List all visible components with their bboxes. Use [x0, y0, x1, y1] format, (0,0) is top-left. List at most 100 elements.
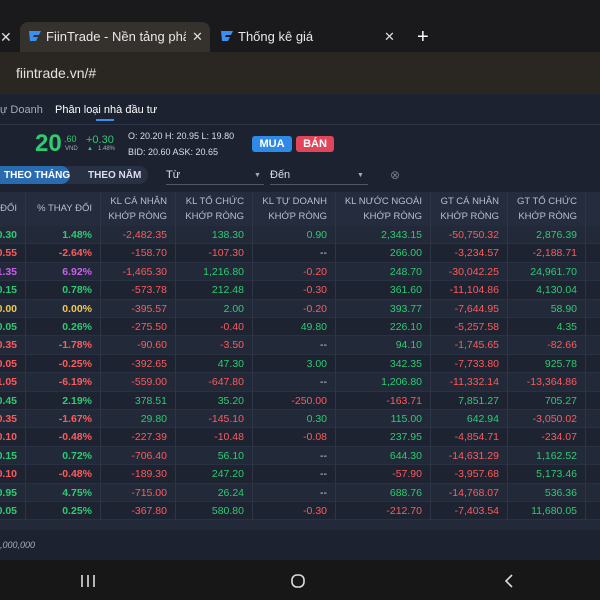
table-cell: 212.48	[175, 281, 252, 299]
table-cell: 2,876.39	[507, 226, 585, 244]
period-tab[interactable]: THEO THÁNG	[4, 170, 70, 181]
table-cell: 644.30	[335, 447, 430, 465]
table-cell: 47.30	[175, 355, 252, 373]
table-cell: 2,343.15	[335, 226, 430, 244]
table-cell: 6.92%	[25, 263, 100, 281]
column-header: % THAY ĐỔI	[25, 201, 100, 216]
column-header: GT TỔ CHỨC	[507, 194, 585, 209]
table-cell: 536.36	[507, 484, 585, 502]
dropdown-caret[interactable]: ▼	[357, 172, 364, 179]
table-cell: 925.78	[507, 355, 585, 373]
nav-item[interactable]: Phân loại nhà đầu tư	[55, 104, 157, 116]
table-cell: 0.55	[0, 244, 25, 262]
table-cell: 0.05	[0, 502, 25, 520]
table-cell: -7,403.54	[430, 502, 507, 520]
column-header: KHỚP RÒNG	[430, 209, 507, 224]
change-percent: 1.48%	[98, 146, 115, 152]
table-cell: 49.80	[252, 318, 335, 336]
table-cell: 1.05	[0, 373, 25, 391]
table-cell: 4,130.04	[507, 281, 585, 299]
table-cell: -0.48%	[25, 428, 100, 446]
table-cell: 35.20	[175, 392, 252, 410]
table-cell: 0.30	[0, 226, 25, 244]
date-line	[270, 184, 368, 185]
table-cell: 642.94	[430, 410, 507, 428]
table-cell: 5,173.46	[507, 465, 585, 483]
table-cell: -30,042.25	[430, 263, 507, 281]
unit: VND	[65, 146, 78, 152]
home[interactable]	[290, 573, 306, 589]
table-cell: -0.25%	[25, 355, 100, 373]
table-cell: 0.95	[0, 484, 25, 502]
table-cell: 705.27	[507, 392, 585, 410]
table-cell: -7,733.80	[430, 355, 507, 373]
divider	[0, 124, 600, 125]
close-tab[interactable]: ✕	[0, 22, 14, 52]
table-cell: -6.19%	[25, 373, 100, 391]
table-cell: -3.50	[175, 336, 252, 354]
table-cell: 0.26%	[25, 318, 100, 336]
table-cell: 1.35	[0, 263, 25, 281]
up-arrow: ▲	[87, 146, 93, 152]
recent-apps[interactable]	[80, 574, 96, 588]
buy-button[interactable]: MUA	[252, 136, 292, 152]
new-tab[interactable]: +	[417, 22, 429, 52]
tab-title[interactable]: Thống kê giá	[238, 22, 313, 52]
table-cell: -3,957.68	[430, 465, 507, 483]
close-tab[interactable]: ✕	[384, 22, 395, 52]
back[interactable]	[503, 573, 515, 589]
tab-title[interactable]: FiinTrade - Nền tảng phân tíc	[46, 22, 186, 52]
table-cell: 0.45	[0, 392, 25, 410]
table-cell: -647.80	[175, 373, 252, 391]
table-cell: 2.00	[175, 300, 252, 318]
table-cell: 2.19%	[25, 392, 100, 410]
table-cell: 58.90	[507, 300, 585, 318]
table-cell: 342.35	[335, 355, 430, 373]
table-cell: -0.20	[252, 263, 335, 281]
table-cell: -145.10	[175, 410, 252, 428]
table-cell: --	[252, 447, 335, 465]
table-cell: -189.30	[100, 465, 175, 483]
column-header: KL CÁ NHÂN	[100, 194, 175, 209]
table-cell: -715.00	[100, 484, 175, 502]
table-cell: -573.78	[100, 281, 175, 299]
table-cell: 0.25%	[25, 502, 100, 520]
table-cell: 56.10	[175, 447, 252, 465]
table-cell: 29.80	[100, 410, 175, 428]
price-decimal: .60	[64, 134, 77, 144]
bid-ask: BID: 20.60 ASK: 20.65	[128, 147, 218, 157]
table-cell: 580.80	[175, 502, 252, 520]
table-cell: 115.00	[335, 410, 430, 428]
table-cell: 361.60	[335, 281, 430, 299]
close-tab[interactable]: ✕	[192, 22, 203, 52]
table-cell: -82.66	[507, 336, 585, 354]
dropdown-caret[interactable]: ▼	[254, 172, 261, 179]
column-header: KHỚP RÒNG	[100, 209, 175, 224]
table-cell: -0.20	[252, 300, 335, 318]
row-bg	[0, 520, 600, 530]
table-cell: -14,768.07	[430, 484, 507, 502]
sell-button[interactable]: BÁN	[296, 136, 334, 152]
table-cell: 4.35	[507, 318, 585, 336]
date-to[interactable]: Đến	[270, 169, 290, 181]
table-cell: -227.39	[100, 428, 175, 446]
table-cell: -11,104.86	[430, 281, 507, 299]
table-cell: 1,162.52	[507, 447, 585, 465]
table-cell: -7,644.95	[430, 300, 507, 318]
table-cell: -2,482.35	[100, 226, 175, 244]
table-cell: -107.30	[175, 244, 252, 262]
nav-item[interactable]: ự Doanh	[0, 104, 43, 116]
table-cell: -163.71	[335, 392, 430, 410]
table-cell: 0.10	[0, 428, 25, 446]
column-header: KHỚP RÒNG	[175, 209, 252, 224]
table-cell: 3.00	[252, 355, 335, 373]
date-line	[166, 184, 264, 185]
url[interactable]: fiintrade.vn/#	[16, 65, 96, 81]
clear-icon[interactable]: ⊗	[390, 168, 400, 182]
table-cell: 0.15	[0, 447, 25, 465]
table-cell: 94.10	[335, 336, 430, 354]
table-cell: -212.70	[335, 502, 430, 520]
date-from[interactable]: Từ	[166, 169, 180, 181]
table-cell: 0.30	[252, 410, 335, 428]
period-tab[interactable]: THEO NĂM	[88, 170, 141, 181]
